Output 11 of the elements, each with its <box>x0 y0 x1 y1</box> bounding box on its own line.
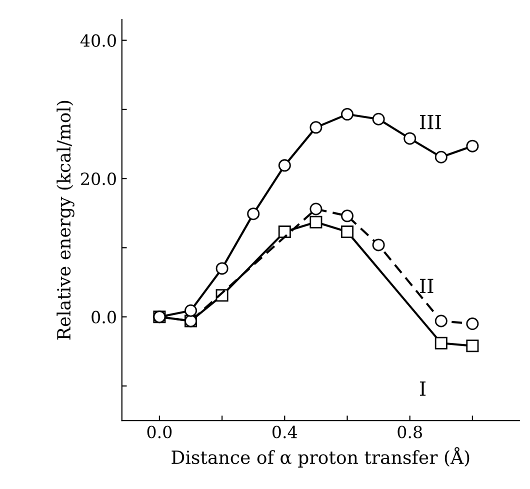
x-axis-title: Distance of α proton transfer (Å) <box>172 447 470 468</box>
series-label: II <box>420 278 434 294</box>
y-tick-label: 40.0 <box>80 34 116 47</box>
y-axis-title: Relative energy (kcal/mol) <box>56 100 74 340</box>
y-tick-label: 0.0 <box>92 310 116 324</box>
series-label: III <box>420 114 441 130</box>
x-tick-label: 0.4 <box>272 426 298 438</box>
x-tick-label: 0.0 <box>147 426 172 438</box>
y-tick-label: 20.0 <box>81 172 116 186</box>
x-tick-label: 0.8 <box>398 426 422 438</box>
series-label: I <box>420 382 426 396</box>
